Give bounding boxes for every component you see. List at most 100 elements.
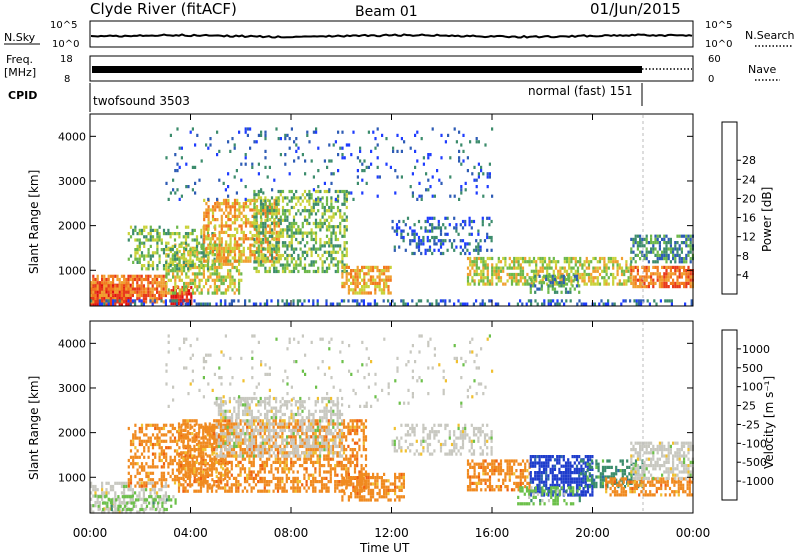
range-gate-cell	[255, 241, 258, 245]
range-gate-cell	[647, 285, 650, 289]
range-gate-cell	[466, 256, 470, 261]
range-gate-cell	[207, 224, 210, 228]
range-gate-cell	[274, 476, 277, 480]
range-gate-cell	[186, 451, 189, 455]
range-gate-cell	[350, 269, 353, 273]
range-gate-cell	[171, 423, 174, 427]
range-gate-cell	[393, 229, 396, 233]
range-gate-cell	[240, 237, 243, 241]
range-gate-cell	[275, 215, 278, 219]
range-gate-cell	[292, 266, 296, 270]
range-gate-cell	[325, 218, 329, 222]
range-gate-cell	[663, 272, 666, 276]
range-gate-cell	[287, 425, 291, 429]
range-gate-cell	[352, 281, 355, 285]
range-gate-cell	[147, 290, 150, 294]
range-gate-cell	[200, 257, 203, 261]
range-gate-cell	[620, 272, 624, 277]
range-gate-cell	[218, 250, 221, 254]
range-gate-cell	[94, 300, 97, 304]
range-gate-cell	[403, 140, 406, 144]
range-gate-cell	[229, 218, 232, 222]
range-gate-cell	[235, 435, 238, 439]
range-gate-cell	[411, 172, 414, 176]
range-gate-cell	[416, 159, 419, 163]
range-gate-cell	[263, 425, 266, 429]
range-gate-cell	[563, 266, 566, 270]
range-gate-cell	[358, 288, 361, 292]
range-gate-cell	[123, 297, 126, 301]
range-gate-cell	[435, 302, 438, 306]
range-gate-cell	[268, 241, 271, 245]
range-gate-cell	[145, 439, 148, 443]
range-gate-cell	[372, 278, 375, 282]
range-gate-cell	[216, 285, 219, 289]
range-gate-cell	[629, 256, 632, 261]
range-gate-cell	[182, 254, 185, 258]
range-gate-cell	[290, 460, 293, 464]
range-gate-cell	[241, 448, 244, 452]
range-gate-cell	[472, 248, 476, 252]
range-gate-cell	[261, 467, 264, 471]
range-gate-cell	[270, 247, 274, 251]
range-gate-cell	[513, 263, 516, 267]
range-gate-cell	[508, 272, 511, 277]
range-gate-cell	[477, 175, 480, 179]
range-gate-cell	[162, 474, 166, 479]
colorbar-tick-label: 4	[742, 269, 749, 282]
range-gate-cell	[306, 231, 309, 235]
range-gate-cell	[541, 263, 544, 267]
range-gate-cell	[269, 218, 272, 222]
range-gate-cell	[180, 272, 183, 276]
range-gate-cell	[240, 227, 243, 231]
range-gate-cell	[634, 253, 637, 257]
range-gate-cell	[274, 460, 277, 464]
range-gate-cell	[154, 238, 157, 242]
range-gate-cell	[200, 465, 203, 469]
range-gate-cell	[153, 277, 156, 282]
range-gate-cell	[162, 439, 166, 443]
range-gate-cell	[191, 249, 194, 254]
range-gate-cell	[209, 208, 212, 212]
range-gate-cell	[98, 293, 101, 298]
range-gate-cell	[132, 228, 135, 232]
range-gate-cell	[343, 218, 346, 222]
range-gate-cell	[643, 275, 646, 279]
range-gate-cell	[147, 474, 150, 479]
range-gate-cell	[532, 256, 536, 261]
range-gate-cell	[219, 476, 222, 480]
range-gate-cell	[259, 212, 263, 216]
range-gate-cell	[264, 165, 267, 169]
range-gate-cell	[299, 263, 302, 267]
range-gate-cell	[365, 285, 368, 289]
range-gate-cell	[184, 225, 188, 229]
range-gate-cell	[312, 231, 315, 235]
range-gate-cell	[214, 227, 217, 231]
range-gate-cell	[532, 260, 536, 264]
range-gate-cell	[227, 211, 230, 215]
range-gate-cell	[109, 287, 112, 291]
range-gate-cell	[560, 274, 563, 278]
range-gate-cell	[356, 275, 359, 279]
range-gate-cell	[262, 231, 265, 235]
range-gate-cell	[154, 442, 157, 447]
range-gate-cell	[462, 149, 465, 153]
range-gate-cell	[158, 497, 161, 501]
range-gate-cell	[515, 266, 518, 270]
range-gate-cell	[345, 197, 348, 201]
range-gate-cell	[347, 299, 350, 303]
range-gate-cell	[262, 221, 265, 226]
range-gate-cell	[387, 288, 390, 292]
range-gate-cell	[176, 439, 179, 443]
range-gate-cell	[330, 253, 333, 258]
range-gate-cell	[191, 232, 194, 236]
range-gate-cell	[154, 507, 157, 512]
range-gate-cell	[211, 264, 214, 268]
range-gate-cell	[182, 489, 185, 493]
range-gate-cell	[314, 221, 318, 226]
range-gate-cell	[207, 291, 210, 295]
range-gate-cell	[270, 257, 274, 261]
range-gate-cell	[156, 232, 159, 236]
range-gate-cell	[513, 272, 516, 277]
range-gate-cell	[183, 265, 186, 270]
